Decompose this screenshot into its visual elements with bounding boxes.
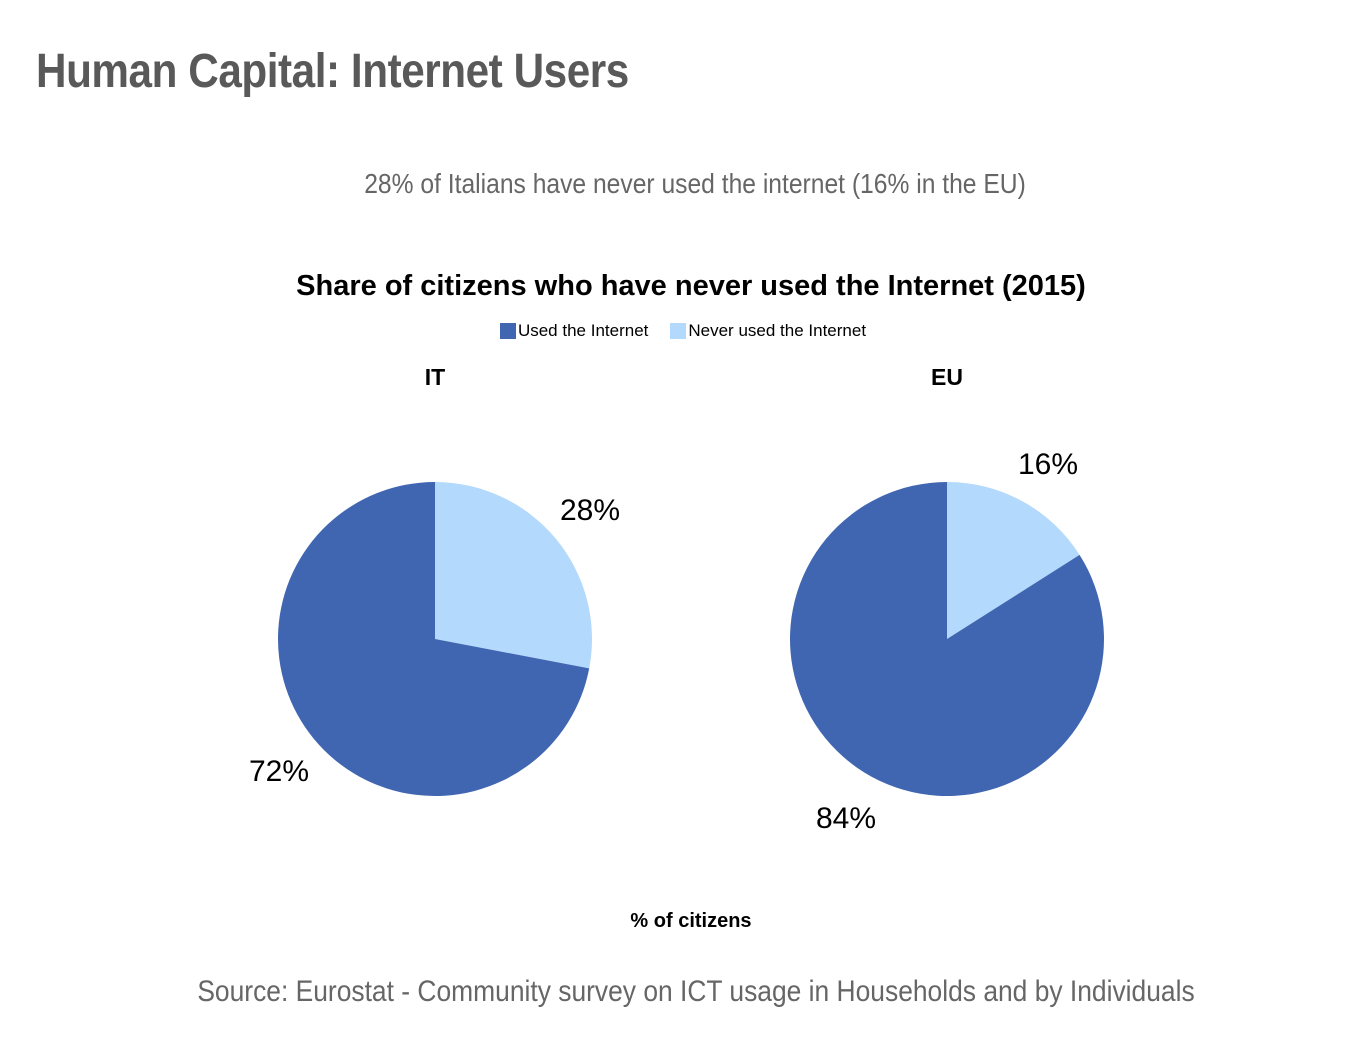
source-note: Source: Eurostat - Community survey on I… [197, 975, 1195, 1008]
legend-item-used: Used the Internet [499, 321, 649, 341]
pie-data-label-eu-used: 84% [816, 802, 876, 835]
pie-slice-eu-never-used [947, 482, 1080, 639]
legend-label-used: Used the Internet [517, 321, 649, 340]
pie-title-eu: EU [931, 364, 963, 390]
slide-title: Human Capital: Internet Users [36, 45, 629, 98]
legend-item-never: Never used the Internet [670, 321, 866, 341]
pie-chart-it: 72% 28% IT [249, 364, 620, 796]
chart-title: Share of citizens who have never used th… [296, 270, 1086, 302]
legend-swatch-used [499, 323, 516, 339]
legend-label-never: Never used the Internet [688, 321, 867, 340]
pie-data-label-eu-never-used: 16% [1018, 448, 1078, 481]
pie-title-it: IT [425, 364, 445, 390]
legend-swatch-never [670, 323, 687, 339]
pie-slice-eu-used [789, 481, 1104, 796]
pie-data-label-it-never-used: 28% [560, 494, 620, 527]
slide-subtitle: 28% of Italians have never used the inte… [364, 168, 1026, 199]
pie-data-label-it-used: 72% [249, 755, 309, 788]
pie-slice-it-used [278, 481, 590, 796]
chart-legend: Used the Internet Never used the Interne… [0, 321, 1366, 341]
pie-chart-eu: 84% 16% EU [789, 364, 1104, 835]
pie-slice-it-never-used [435, 482, 593, 669]
axis-caption: % of citizens [630, 910, 752, 932]
